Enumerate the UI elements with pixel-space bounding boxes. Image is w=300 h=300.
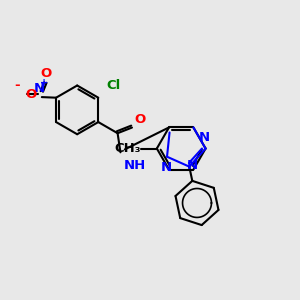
Text: N: N — [199, 131, 210, 144]
Text: O: O — [26, 88, 37, 100]
Text: O: O — [40, 68, 52, 80]
Text: +: + — [40, 78, 48, 88]
Text: CH₃: CH₃ — [114, 142, 140, 155]
Text: O: O — [134, 113, 146, 126]
Text: -: - — [14, 79, 20, 92]
Text: NH: NH — [124, 159, 146, 172]
Text: N: N — [161, 161, 172, 175]
Text: N: N — [34, 82, 45, 95]
Text: N: N — [187, 159, 198, 172]
Text: Cl: Cl — [106, 79, 121, 92]
